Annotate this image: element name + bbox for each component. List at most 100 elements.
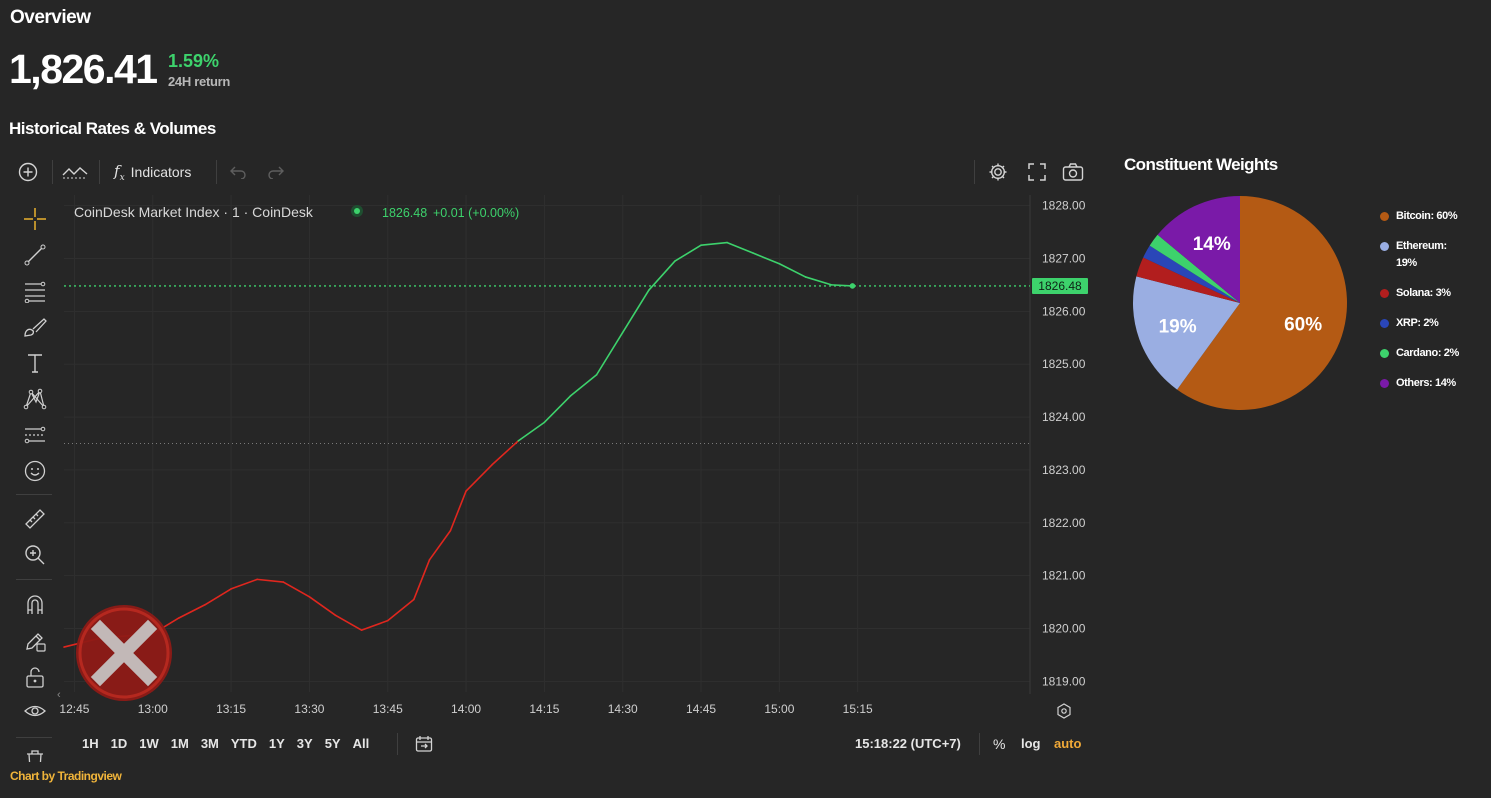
pie-slice-solana bbox=[1136, 257, 1240, 303]
time-tick-label: 13:15 bbox=[216, 702, 246, 716]
price-tick-label: 1820.00 bbox=[1042, 622, 1086, 636]
trash-icon[interactable] bbox=[21, 748, 49, 762]
lock-drawing-pencil-icon[interactable] bbox=[21, 627, 49, 655]
forecast-tool-icon[interactable] bbox=[21, 421, 49, 449]
pie-slice-xrp bbox=[1143, 245, 1240, 303]
legend-label: Bitcoin: 60% bbox=[1396, 210, 1458, 222]
timeframe-button-1m[interactable]: 1M bbox=[170, 736, 189, 751]
chart-price-change: +0.01 (+0.00%) bbox=[433, 206, 519, 220]
legend-label: XRP: 2% bbox=[1396, 317, 1439, 329]
legend-label: Others: 14% bbox=[1396, 377, 1456, 389]
legend-item-bitcoin: Bitcoin: 60% bbox=[1380, 208, 1480, 225]
chart-type-icon[interactable] bbox=[62, 160, 88, 184]
timeframe-button-ytd[interactable]: YTD bbox=[230, 736, 257, 751]
log-scale-button[interactable]: log bbox=[1021, 736, 1041, 751]
line-segment bbox=[543, 395, 572, 424]
line-segment bbox=[428, 529, 452, 561]
time-tick-label: 13:00 bbox=[138, 702, 168, 716]
indicators-button[interactable]: fx Indicators bbox=[114, 160, 191, 184]
time-tick-label: 14:00 bbox=[451, 702, 481, 716]
pie-legend: Bitcoin: 60% Ethereum: 19% Solana: 3% XRP: … bbox=[1380, 208, 1480, 405]
time-tick-label: 15:15 bbox=[843, 702, 873, 716]
fx-icon: fx bbox=[114, 161, 125, 183]
pie-slice-label: 19% bbox=[1159, 316, 1197, 337]
line-segment bbox=[413, 559, 431, 601]
legend-item-solana: Solana: 3% bbox=[1380, 285, 1480, 302]
legend-swatch bbox=[1380, 379, 1389, 388]
visibility-eye-icon[interactable] bbox=[21, 697, 49, 725]
camera-icon[interactable] bbox=[1061, 160, 1085, 184]
add-symbol-icon[interactable] bbox=[16, 160, 40, 184]
pie-slice-cardano bbox=[1149, 234, 1240, 303]
emoji-icon[interactable] bbox=[21, 457, 49, 485]
pie-slice-label: 60% bbox=[1284, 315, 1322, 336]
close-x-icon[interactable] bbox=[76, 605, 172, 701]
line-segment bbox=[360, 619, 389, 631]
time-tick-label: 13:45 bbox=[373, 702, 403, 716]
text-tool-icon[interactable] bbox=[21, 349, 49, 377]
brush-icon[interactable] bbox=[21, 313, 49, 341]
legend-item-ethereum: Ethereum: 19% bbox=[1380, 238, 1480, 272]
date-range-calendar-icon[interactable] bbox=[414, 734, 434, 754]
line-segment bbox=[449, 490, 467, 532]
timeframe-button-1y[interactable]: 1Y bbox=[268, 736, 285, 751]
price-tick-label: 1823.00 bbox=[1042, 463, 1086, 477]
settings-gear-icon[interactable] bbox=[986, 160, 1010, 184]
axis-settings-icon[interactable] bbox=[1057, 703, 1071, 719]
trend-line-icon[interactable] bbox=[21, 241, 49, 269]
fib-retracement-icon[interactable] bbox=[21, 277, 49, 305]
legend-swatch bbox=[1380, 242, 1389, 251]
scroll-left-chevron-icon[interactable]: ‹ bbox=[57, 689, 61, 701]
price-tick-label: 1822.00 bbox=[1042, 516, 1086, 530]
line-segment bbox=[804, 276, 833, 286]
line-segment bbox=[830, 284, 854, 287]
timeframe-button-3y[interactable]: 3Y bbox=[296, 736, 313, 751]
unlock-icon[interactable] bbox=[21, 663, 49, 691]
fullscreen-icon[interactable] bbox=[1025, 160, 1049, 184]
crosshair-icon[interactable] bbox=[21, 205, 49, 233]
line-segment bbox=[230, 578, 259, 590]
line-segment bbox=[700, 241, 728, 247]
timeframe-button-1w[interactable]: 1W bbox=[139, 736, 159, 751]
line-segment bbox=[517, 421, 546, 442]
price-tick-label: 1826.00 bbox=[1042, 304, 1086, 318]
timeframe-button-all[interactable]: All bbox=[352, 736, 370, 751]
price-tick-label: 1821.00 bbox=[1042, 569, 1086, 583]
magnet-icon[interactable] bbox=[21, 591, 49, 619]
change-label: 24H return bbox=[168, 74, 231, 89]
pie-slice-label: 14% bbox=[1193, 234, 1231, 255]
redo-icon[interactable] bbox=[266, 162, 286, 182]
legend-label: Ethereum: 19% bbox=[1396, 240, 1447, 269]
section-title: Historical Rates & Volumes bbox=[9, 119, 216, 138]
line-segment bbox=[595, 331, 624, 376]
undo-icon[interactable] bbox=[228, 162, 248, 182]
timeframe-button-5y[interactable]: 5Y bbox=[324, 736, 341, 751]
zoom-in-icon[interactable] bbox=[21, 541, 49, 569]
constituent-pie-chart: 60% 19% 14% bbox=[1133, 196, 1347, 410]
pattern-tool-icon[interactable] bbox=[21, 385, 49, 413]
price-tick-label: 1824.00 bbox=[1042, 410, 1086, 424]
timeframe-button-1h[interactable]: 1H bbox=[82, 736, 99, 751]
price-tick-label: 1819.00 bbox=[1042, 674, 1086, 688]
auto-scale-button[interactable]: auto bbox=[1054, 736, 1082, 751]
ruler-icon[interactable] bbox=[21, 505, 49, 533]
legend-item-others: Others: 14% bbox=[1380, 375, 1480, 392]
chart-last-price: 1826.48 bbox=[382, 206, 427, 220]
time-tick-label: 12:45 bbox=[59, 702, 89, 716]
price-tick-label: 1825.00 bbox=[1042, 357, 1086, 371]
line-segment bbox=[256, 578, 285, 583]
line-segment bbox=[334, 614, 363, 631]
price-chart[interactable]: 1826.48 1828.00 1827.00 1826.00 1825.00 1824… bbox=[0, 195, 1090, 725]
line-segment bbox=[648, 260, 676, 291]
percent-scale-button[interactable]: % bbox=[993, 736, 1006, 752]
timezone-clock[interactable]: 15:18:22 (UTC+7) bbox=[855, 736, 961, 751]
last-point-marker bbox=[849, 283, 856, 289]
timeframe-button-1d[interactable]: 1D bbox=[110, 736, 128, 751]
chart-symbol-label: CoinDesk Market Index · 1 · CoinDesk bbox=[74, 204, 314, 220]
tradingview-credit-link[interactable]: Chart by Tradingview bbox=[10, 769, 122, 783]
legend-item-xrp: XRP: 2% bbox=[1380, 315, 1480, 332]
timeframe-button-3m[interactable]: 3M bbox=[200, 736, 219, 751]
line-segment bbox=[308, 596, 337, 617]
line-segment bbox=[178, 603, 206, 619]
line-segment bbox=[465, 463, 493, 492]
